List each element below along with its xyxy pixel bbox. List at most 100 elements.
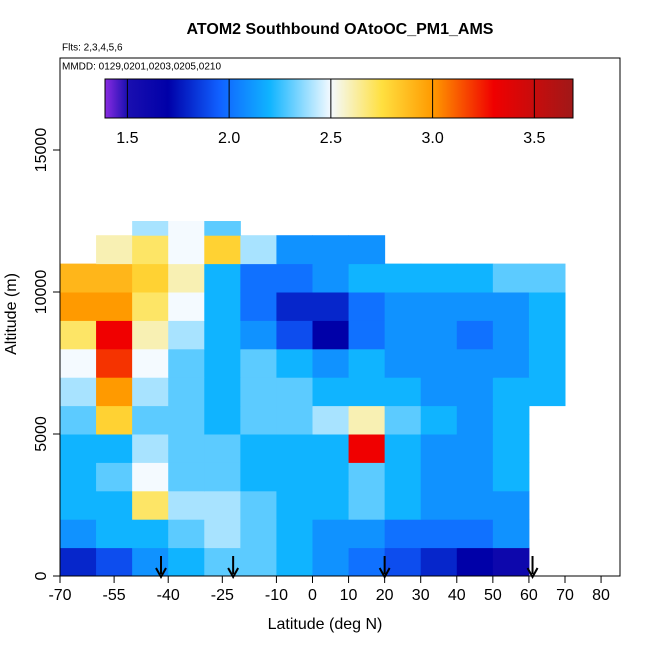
heatmap-cell (204, 348, 241, 378)
heatmap-cell (96, 292, 133, 321)
heatmap-cell (276, 320, 313, 350)
flight-arrow (155, 556, 167, 580)
heatmap-cell (60, 405, 97, 435)
heatmap-cell (60, 462, 97, 492)
heatmap-cell (240, 348, 277, 378)
heatmap-cell (276, 547, 313, 577)
heatmap-cell (384, 405, 422, 435)
heatmap-cell (240, 547, 277, 577)
heatmap-cell (384, 348, 422, 378)
heatmap-cell (204, 405, 241, 435)
heatmap-cell (132, 235, 169, 265)
subtitle: Flts: 2,3,4,5,6 (62, 43, 123, 54)
heatmap-cell (96, 462, 133, 492)
heatmap-cell (168, 434, 205, 463)
heatmap-cell (384, 263, 422, 293)
x-tick-label: 10 (340, 587, 358, 604)
heatmap-cell (456, 462, 494, 492)
arrow-head (227, 567, 240, 580)
heatmap-cell (96, 547, 133, 577)
heatmap-cell (276, 519, 313, 549)
heatmap-cell (492, 377, 530, 407)
heatmap-cell (96, 434, 133, 463)
heatmap-cell (168, 348, 205, 378)
x-tick-label: 40 (448, 587, 466, 604)
heatmap-cell (132, 292, 169, 321)
heatmap-cell (96, 235, 133, 265)
x-tick-label: 70 (556, 587, 574, 604)
heatmap-cell (240, 405, 277, 435)
heatmap-cell (168, 377, 205, 407)
heatmap-cell (204, 377, 241, 407)
annotation: MMDD: 0129,0201,0203,0205,0210 (62, 62, 221, 73)
heatmap-cell (312, 405, 350, 435)
colorbar-tick-label: 3.5 (523, 130, 545, 147)
x-axis-label: Latitude (deg N) (268, 616, 383, 633)
heatmap-cell (168, 292, 205, 321)
heatmap-cell (168, 519, 205, 549)
heatmap-cell (168, 320, 205, 350)
colorbar-tick-label: 1.5 (116, 130, 138, 147)
flight-arrow (227, 556, 240, 580)
heatmap-cell (276, 235, 313, 265)
heatmap-cell (492, 405, 530, 435)
flight-arrow (526, 556, 539, 580)
heatmap-cell (312, 547, 350, 577)
heatmap-cell (96, 348, 133, 378)
colorbar-tick-label: 3.0 (421, 130, 443, 147)
heatmap-cell (528, 263, 566, 293)
x-tick-label: -25 (211, 587, 234, 604)
heatmap-cell (420, 547, 458, 577)
heatmap-cell (96, 377, 133, 407)
heatmap-cell (384, 519, 422, 549)
y-axis-label: Altitude (m) (3, 273, 20, 355)
x-tick-label: -70 (48, 587, 71, 604)
heatmap-cell (204, 434, 241, 463)
heatmap-cell (204, 519, 241, 549)
heatmap-cell (528, 377, 566, 407)
heatmap-cell (420, 263, 458, 293)
y-tick-label: 5000 (33, 416, 50, 452)
heatmap-cell (132, 547, 169, 577)
heatmap-cell (456, 519, 494, 549)
heatmap-cell (420, 292, 458, 321)
heatmap-cell (276, 490, 313, 520)
heatmap-cell (276, 405, 313, 435)
heatmap-cell (348, 377, 386, 407)
x-tick-label: 20 (376, 587, 394, 604)
heatmap-cell (312, 462, 350, 492)
heatmap-cell (384, 490, 422, 520)
plot-frame (59, 57, 621, 577)
heatmap-cell (60, 263, 97, 293)
heatmap-cell (168, 547, 205, 577)
heatmap-cell (276, 263, 313, 293)
heatmap-cell (420, 462, 458, 492)
heatmap-cell (276, 348, 313, 378)
heatmap-cell (348, 348, 386, 378)
heatmap-cell (348, 263, 386, 293)
heatmap-cell (348, 434, 386, 463)
heatmap-cell (384, 292, 422, 321)
heatmap-cell (528, 320, 566, 350)
x-tick-label: -40 (157, 587, 180, 604)
heatmap-cell (312, 490, 350, 520)
heatmap-cell (492, 320, 530, 350)
heatmap-cell (348, 490, 386, 520)
heatmap-cell (276, 377, 313, 407)
heatmap-cell (168, 462, 205, 492)
heatmap-cell (60, 320, 97, 350)
heatmap-cell (528, 292, 566, 321)
x-tick-label: 30 (412, 587, 430, 604)
heatmap-cell (240, 235, 277, 265)
heatmap-cell (96, 263, 133, 293)
heatmap-cell (240, 292, 277, 321)
heatmap-cell (240, 263, 277, 293)
heatmap-cell (168, 490, 205, 520)
heatmap-cell (132, 434, 169, 463)
heatmap-cell (312, 320, 350, 350)
heatmap-cell (420, 320, 458, 350)
heatmap-cell (312, 348, 350, 378)
heatmap-cell (96, 519, 133, 549)
heatmap-cell (456, 320, 494, 350)
heatmap-cell (492, 292, 530, 321)
